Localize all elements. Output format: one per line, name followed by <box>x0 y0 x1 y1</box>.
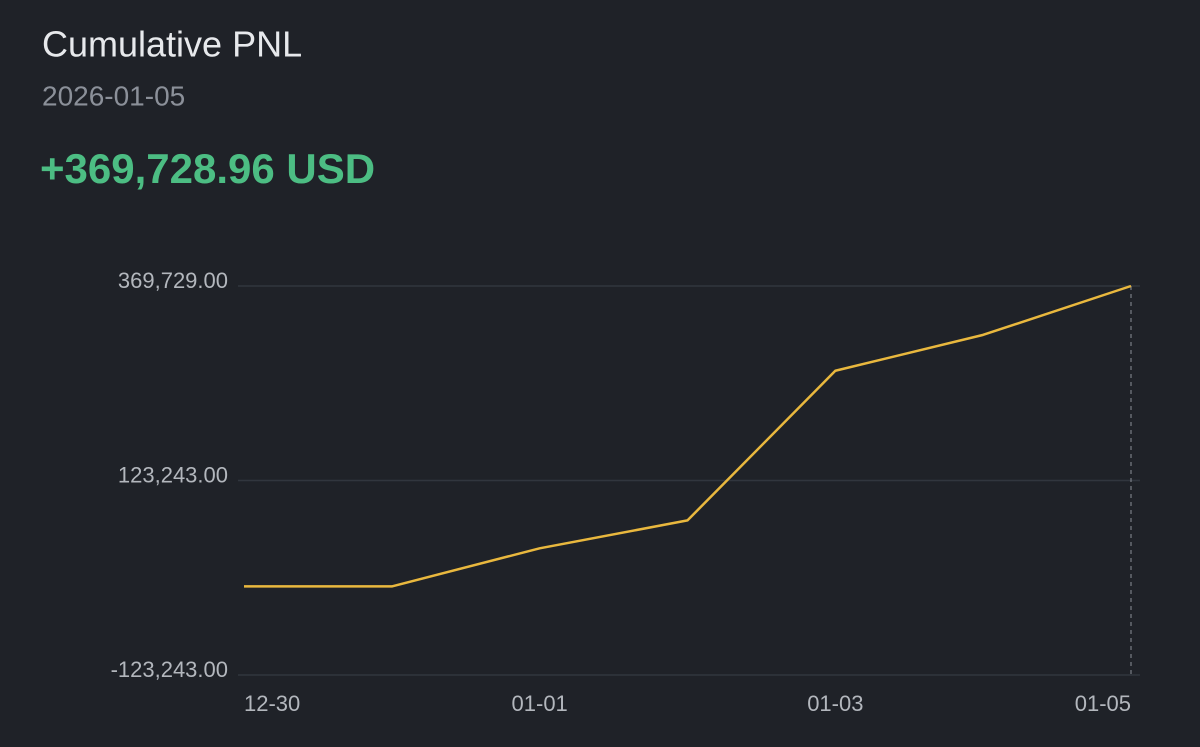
x-tick-label: 01-01 <box>512 691 568 716</box>
chart-title: Cumulative PNL <box>42 24 302 65</box>
x-tick-label: 12-30 <box>244 691 300 716</box>
x-tick-label: 01-03 <box>807 691 863 716</box>
headline-value: +369,728.96 USD <box>40 145 375 192</box>
line-series <box>244 284 1132 588</box>
y-tick-label: -123,243.00 <box>111 657 228 682</box>
y-tick-label: 369,729.00 <box>118 268 228 293</box>
y-tick-label: 123,243.00 <box>118 462 228 487</box>
x-tick-label: 01-05 <box>1075 691 1131 716</box>
chart-subtitle: 2026-01-05 <box>42 80 185 111</box>
